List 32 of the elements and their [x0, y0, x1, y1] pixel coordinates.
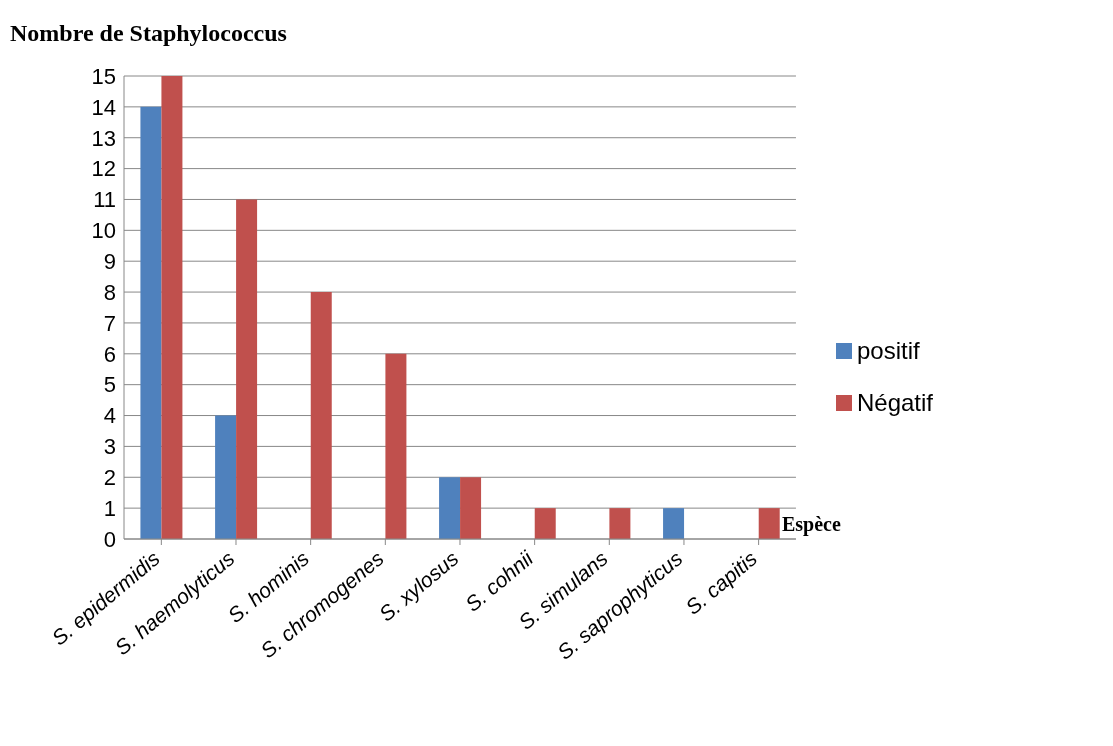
chart-title: Nombre de Staphylococcus	[10, 20, 287, 47]
y-tick-label: 4	[103, 403, 116, 429]
x-axis-title: Espèce	[781, 513, 841, 536]
bar	[385, 353, 407, 539]
bar	[439, 477, 461, 539]
legend-label: Négatif	[856, 388, 933, 418]
y-tick-label: 9	[103, 249, 116, 275]
bar	[758, 508, 780, 539]
y-tick-label: 13	[91, 125, 116, 151]
bar	[609, 508, 631, 539]
y-tick-label: 5	[103, 372, 116, 398]
bar	[460, 477, 482, 539]
bar	[236, 199, 258, 539]
y-tick-label: 0	[103, 526, 116, 552]
legend-label: positif	[856, 336, 920, 366]
y-tick-label: 6	[103, 341, 116, 367]
bar	[140, 106, 162, 539]
bar	[534, 508, 556, 539]
y-tick-label: 7	[103, 310, 116, 336]
y-tick-label: 11	[93, 187, 116, 213]
y-tick-label: 8	[103, 279, 116, 305]
y-tick-label: 10	[91, 218, 116, 244]
y-tick-label: 1	[103, 495, 116, 521]
bar	[310, 292, 332, 539]
y-tick-label: 12	[91, 156, 116, 182]
bar	[215, 415, 237, 539]
y-tick-label: 2	[103, 465, 116, 491]
bar	[161, 76, 183, 539]
y-tick-label: 15	[91, 63, 116, 89]
bar	[663, 508, 685, 539]
y-tick-label: 3	[103, 434, 116, 460]
y-tick-label: 14	[91, 94, 116, 120]
